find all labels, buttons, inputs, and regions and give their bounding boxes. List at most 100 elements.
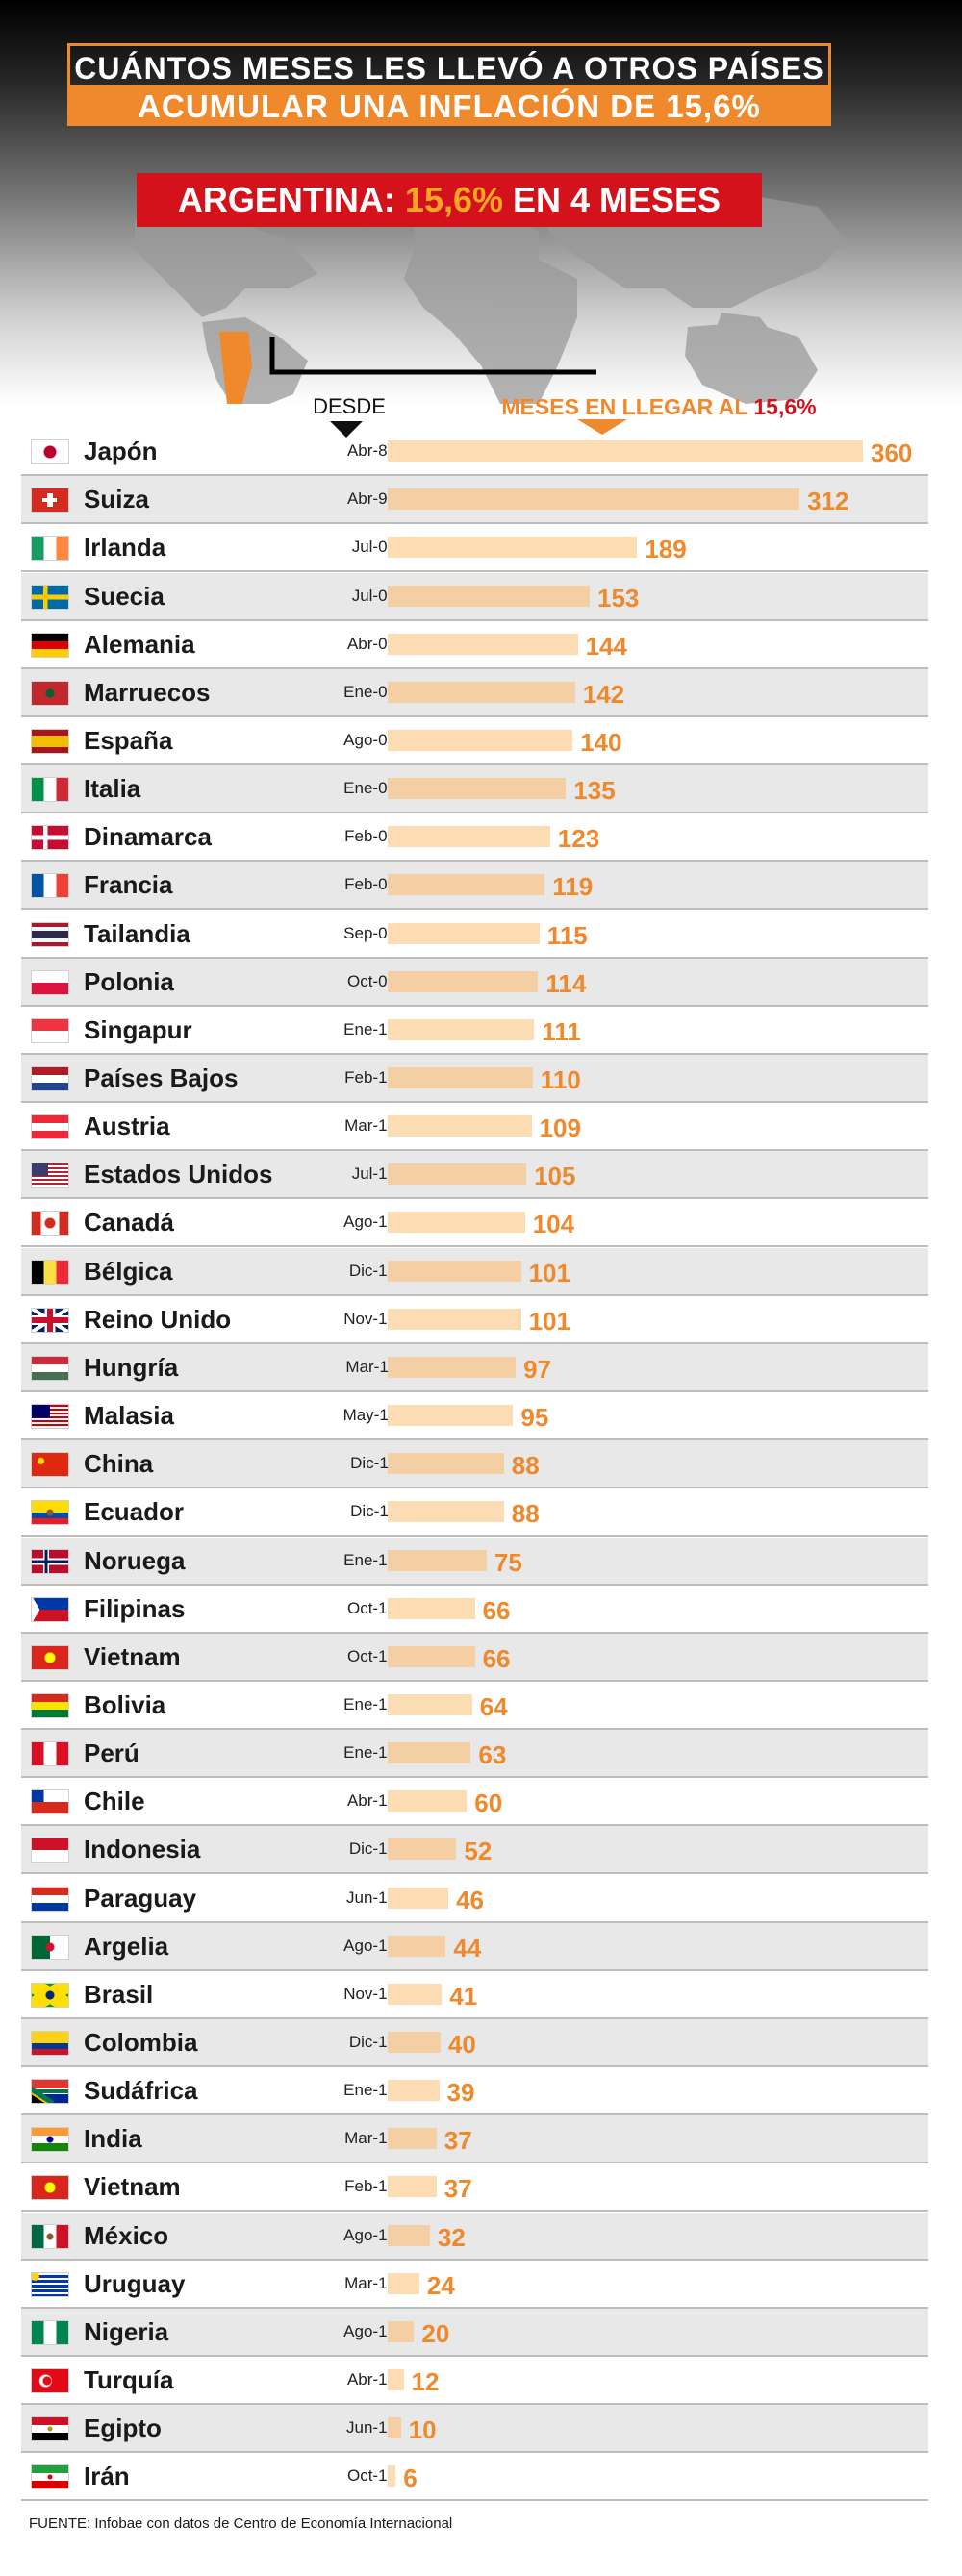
usa-flag-icon xyxy=(31,1163,69,1188)
table-row: Dinamarca Feb-08 123 xyxy=(21,813,928,863)
norway-flag-icon xyxy=(31,1548,69,1574)
data-label: 97 xyxy=(523,1354,552,1384)
desde-label: Oct-18 xyxy=(346,2466,396,2486)
bar xyxy=(388,537,638,559)
netherlands-flag-icon xyxy=(31,1065,69,1091)
desde-label: Abr-07 xyxy=(346,634,396,653)
argentina-shape xyxy=(219,332,252,404)
country-label: China xyxy=(84,1449,154,1479)
bar xyxy=(388,585,590,607)
austria-flag-icon xyxy=(31,1114,69,1140)
germany-flag-icon xyxy=(31,632,69,658)
meses-header-text: MESES EN LLEGAR AL xyxy=(501,394,754,419)
data-label: 95 xyxy=(520,1403,549,1432)
desde-label: Dic-14 xyxy=(348,1839,396,1859)
table-row: Estados Unidos Jul-10 105 xyxy=(21,1151,928,1200)
country-label: Marruecos xyxy=(84,677,211,707)
egypt-flag-icon xyxy=(31,2416,69,2442)
desde-label: Abr-89 xyxy=(346,441,396,460)
desde-label: Abr-18 xyxy=(346,2370,396,2388)
table-row: Nigeria Ago-17 20 xyxy=(21,2308,928,2357)
table-row: Turquía Abr-18 12 xyxy=(21,2357,928,2405)
connector-line xyxy=(269,337,596,375)
desde-label: Jun-18 xyxy=(346,2418,396,2438)
title-line-2: acumular una inflación de 15,6% xyxy=(67,88,831,126)
table-row: Perú Ene-14 63 xyxy=(21,1730,928,1778)
data-label: 114 xyxy=(545,968,587,998)
bar xyxy=(388,1260,521,1282)
bar xyxy=(388,2080,440,2102)
bar xyxy=(388,1935,446,1957)
vietnam-flag-icon xyxy=(31,2175,69,2201)
country-label: España xyxy=(84,725,173,755)
meses-arrow-icon xyxy=(577,419,627,435)
bar xyxy=(388,1308,521,1330)
country-label: Bolivia xyxy=(84,1689,166,1719)
poland-flag-icon xyxy=(31,969,69,995)
country-label: Noruega xyxy=(84,1545,186,1575)
country-label: Chile xyxy=(84,1787,145,1816)
country-label: Japón xyxy=(84,437,158,465)
malaysia-flag-icon xyxy=(31,1404,69,1429)
bar xyxy=(388,1115,532,1138)
ireland-flag-icon xyxy=(31,536,69,562)
table-row: Tailandia Sep-09 115 xyxy=(21,911,928,959)
desde-label: Dic-10 xyxy=(348,1261,396,1280)
country-label: Indonesia xyxy=(84,1835,201,1864)
data-label: 101 xyxy=(528,1258,570,1288)
bar xyxy=(388,970,539,992)
data-label: 88 xyxy=(511,1451,540,1481)
data-label: 64 xyxy=(479,1691,508,1721)
country-label: Reino Unido xyxy=(84,1304,232,1334)
table-row: Reino Unido Nov-10 101 xyxy=(21,1296,928,1344)
country-label: Egipto xyxy=(84,2413,162,2443)
desde-label: Ene-07 xyxy=(343,682,396,701)
desde-label: Jul-03 xyxy=(351,538,396,557)
bar xyxy=(388,1212,525,1234)
desde-label: Feb-16 xyxy=(344,2177,396,2196)
country-label: Dinamarca xyxy=(84,822,212,852)
desde-label: Ago-10 xyxy=(343,1213,396,1232)
country-label: Alemania xyxy=(84,629,195,659)
nigeria-flag-icon xyxy=(31,2319,69,2345)
table-row: Austria Mar-10 109 xyxy=(21,1103,928,1152)
bar xyxy=(388,1887,449,1909)
desde-label: Jun-15 xyxy=(346,1888,396,1907)
country-label: Sudáfrica xyxy=(84,2076,198,2106)
bar xyxy=(388,1597,475,1619)
bar xyxy=(388,1838,457,1861)
mexico-flag-icon xyxy=(31,2223,69,2249)
table-row: China Dic-11 88 xyxy=(21,1440,928,1489)
data-label: 60 xyxy=(474,1788,503,1818)
table-row: Polonia Oct-09 114 xyxy=(21,958,928,1007)
desde-label: Ene-14 xyxy=(343,1694,396,1713)
desde-label: Ago-16 xyxy=(343,2225,396,2244)
data-label: 312 xyxy=(807,487,849,516)
data-label: 66 xyxy=(482,1643,511,1673)
canada-flag-icon xyxy=(31,1211,69,1237)
data-label: 360 xyxy=(871,438,913,467)
data-label: 109 xyxy=(539,1113,581,1143)
desde-label: Feb-08 xyxy=(344,827,396,846)
bar xyxy=(388,1693,472,1715)
data-label: 75 xyxy=(494,1547,522,1577)
table-row: Chile Abr-14 60 xyxy=(21,1778,928,1827)
table-row: Noruega Ene-13 75 xyxy=(21,1537,928,1586)
bar xyxy=(388,2369,404,2390)
data-label: 101 xyxy=(528,1306,570,1336)
desde-label: Ene-14 xyxy=(343,1743,396,1762)
bar xyxy=(388,2417,401,2439)
table-row: México Ago-16 32 xyxy=(21,2212,928,2261)
desde-label: Mar-11 xyxy=(345,1357,396,1376)
data-label: 52 xyxy=(464,1837,493,1866)
japan-flag-icon xyxy=(31,439,69,464)
italy-flag-icon xyxy=(31,777,69,802)
desde-label: May-11 xyxy=(342,1406,396,1424)
data-label: 46 xyxy=(456,1885,485,1914)
thailand-flag-icon xyxy=(31,921,69,947)
bar xyxy=(388,1163,527,1186)
desde-label: Mar-10 xyxy=(344,1116,396,1136)
country-label: Malasia xyxy=(84,1401,174,1430)
data-label: 66 xyxy=(482,1595,511,1625)
data-label: 119 xyxy=(552,872,594,902)
